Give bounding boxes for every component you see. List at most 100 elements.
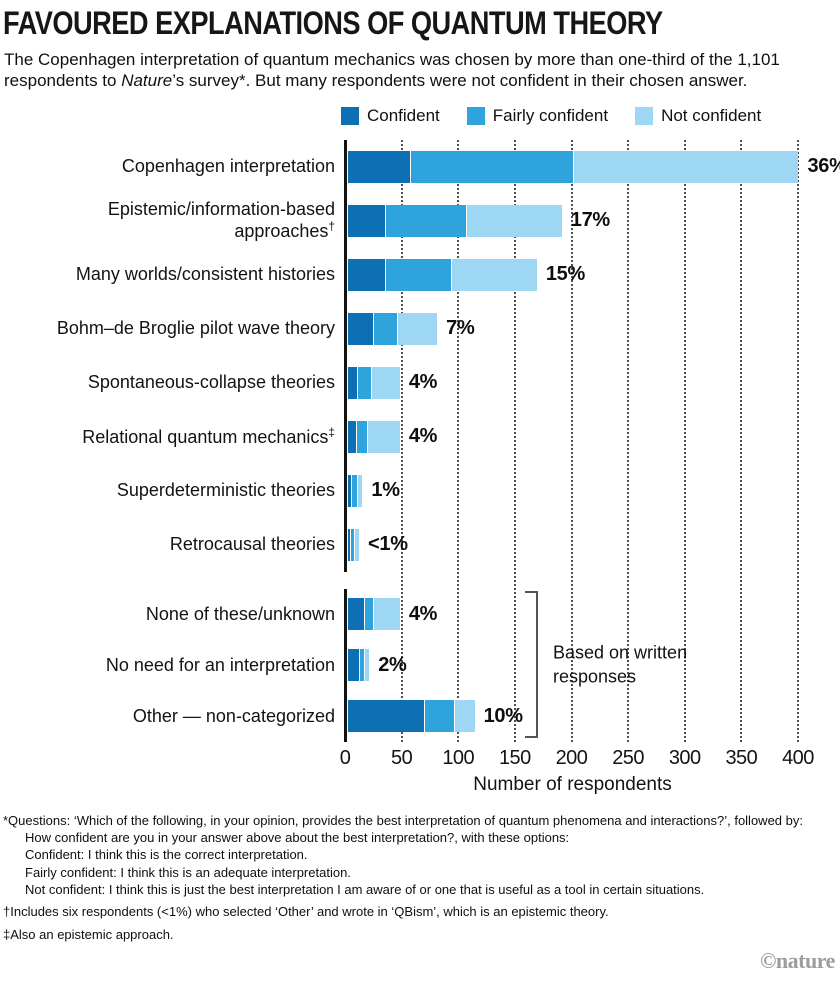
legend-label-fairly-confident: Fairly confident xyxy=(492,105,609,125)
x-tick-label: 200 xyxy=(555,746,588,769)
chart-row: None of these/unknown 4% xyxy=(3,589,840,640)
segment-not-confident xyxy=(372,598,400,631)
legend-item-fairly-confident: Fairly confident xyxy=(466,105,609,126)
bar-area: 2% xyxy=(348,649,407,682)
bar-area: 17% xyxy=(348,204,610,237)
segment-confident xyxy=(348,474,352,507)
stacked-bar xyxy=(348,150,799,183)
segment-confident xyxy=(348,649,360,682)
category-label: Superdeterministic theories xyxy=(116,480,335,501)
chart-row: Retrocausal theories <1% xyxy=(3,518,840,572)
bar-area: <1% xyxy=(348,528,408,561)
segment-not-confident xyxy=(367,420,400,453)
percentage-label: <1% xyxy=(368,533,408,556)
bar-area: 7% xyxy=(348,312,475,345)
category-label: Many worlds/consistent histories xyxy=(75,264,335,285)
percentage-label: 36% xyxy=(807,155,840,178)
segment-fairly-confident xyxy=(355,420,368,453)
bar-group-written-responses: Based on written responses None of these… xyxy=(3,588,840,742)
legend-swatch-not-confident xyxy=(635,106,654,125)
bar-group-main: Copenhagen interpretation 36% Epistemic/in… xyxy=(3,139,840,572)
percentage-label: 15% xyxy=(545,263,585,286)
x-tick-label: 300 xyxy=(668,746,701,769)
footnote-line: †Includes six respondents (<1%) who sele… xyxy=(3,904,609,920)
footnote-line: *Questions: ‘Which of the following, in … xyxy=(3,812,803,828)
footnote-line: Confident: I think this is the correct i… xyxy=(25,847,308,863)
dagger-marker: ‡ xyxy=(328,424,335,439)
x-tick-label: 250 xyxy=(612,746,645,769)
nature-credit-logo: ©nature xyxy=(760,948,835,973)
segment-not-confident xyxy=(450,258,537,291)
segment-fairly-confident xyxy=(372,312,397,345)
percentage-label: 2% xyxy=(378,653,407,676)
bar-area: 4% xyxy=(348,366,438,399)
segment-not-confident xyxy=(353,528,360,561)
segment-fairly-confident xyxy=(363,598,373,631)
stacked-bar xyxy=(348,204,562,237)
stacked-bar xyxy=(348,649,370,682)
segment-confident xyxy=(348,366,358,399)
x-tick-label: 350 xyxy=(725,746,758,769)
segment-confident xyxy=(348,258,386,291)
subtitle-text-1: The Copenhagen interpretation of quantum… xyxy=(4,50,780,91)
percentage-label: 4% xyxy=(408,371,438,394)
bar-chart: Copenhagen interpretation 36% Epistemic/in… xyxy=(3,139,840,796)
stacked-bar xyxy=(348,598,400,631)
subtitle-italic-nature: Nature xyxy=(121,71,173,91)
footnote-line: Not confident: I think this is just the … xyxy=(25,881,705,897)
stacked-bar xyxy=(348,312,438,345)
segment-fairly-confident xyxy=(385,204,466,237)
segment-not-confident xyxy=(454,700,475,733)
stacked-bar xyxy=(348,700,475,733)
segment-fairly-confident xyxy=(351,474,357,507)
category-label: Spontaneous-collapse theories xyxy=(87,372,335,393)
legend-swatch-fairly-confident xyxy=(466,106,485,125)
footnotes: *Questions: ‘Which of the following, in … xyxy=(3,812,839,943)
bar-area: 10% xyxy=(348,700,523,733)
segment-not-confident xyxy=(465,204,562,237)
segment-fairly-confident xyxy=(350,528,354,561)
bar-area: 15% xyxy=(348,258,585,291)
legend-item-not-confident: Not confident xyxy=(635,106,761,126)
category-label: None of these/unknown xyxy=(145,603,335,624)
chart-row: Superdeterministic theories 1% xyxy=(3,464,840,518)
segment-fairly-confident xyxy=(423,700,455,733)
category-label: Other — non-categorized xyxy=(132,705,335,726)
footnote-line: How confident are you in your answer abo… xyxy=(25,830,570,846)
x-tick-label: 0 xyxy=(339,746,351,769)
legend-label-confident: Confident xyxy=(367,105,440,125)
legend-label-not-confident: Not confident xyxy=(661,105,762,125)
category-label: Relational quantum mechanics‡ xyxy=(82,424,335,447)
percentage-label: 4% xyxy=(408,425,438,448)
stacked-bar xyxy=(348,474,363,507)
page-title: FAVOURED EXPLANATIONS OF QUANTUM THEORY xyxy=(3,5,663,41)
segment-fairly-confident xyxy=(359,649,364,682)
percentage-label: 4% xyxy=(408,602,438,625)
subtitle: The Copenhagen interpretation of quantum… xyxy=(4,49,799,92)
category-label: Copenhagen interpretation xyxy=(121,156,335,177)
segment-confident xyxy=(348,598,364,631)
chart-row: Other — non-categorized 10% xyxy=(3,691,840,742)
subtitle-text-2: ’s survey*. But many respondents were no… xyxy=(172,71,748,91)
stacked-bar xyxy=(348,420,400,453)
chart-row: Relational quantum mechanics‡ 4% xyxy=(3,410,840,464)
chart-row: Many worlds/consistent histories 15% xyxy=(3,248,840,302)
category-label: Bohm–de Broglie pilot wave theory xyxy=(56,318,335,339)
footnote-line: Fairly confident: I think this is an ade… xyxy=(25,864,351,880)
dagger-marker: † xyxy=(328,219,335,234)
percentage-label: 10% xyxy=(483,704,523,727)
bar-area: 4% xyxy=(348,598,438,631)
segment-confident xyxy=(348,420,356,453)
segment-confident xyxy=(348,700,424,733)
segment-fairly-confident xyxy=(357,366,371,399)
segment-fairly-confident xyxy=(385,258,451,291)
stacked-bar xyxy=(348,366,400,399)
segment-confident xyxy=(348,312,373,345)
percentage-label: 7% xyxy=(446,317,475,340)
segment-confident xyxy=(348,528,351,561)
stacked-bar xyxy=(348,528,360,561)
legend-swatch-confident xyxy=(341,106,359,125)
category-label: Epistemic/information-based approaches† xyxy=(107,199,335,242)
category-label: Retrocausal theories xyxy=(169,534,335,555)
